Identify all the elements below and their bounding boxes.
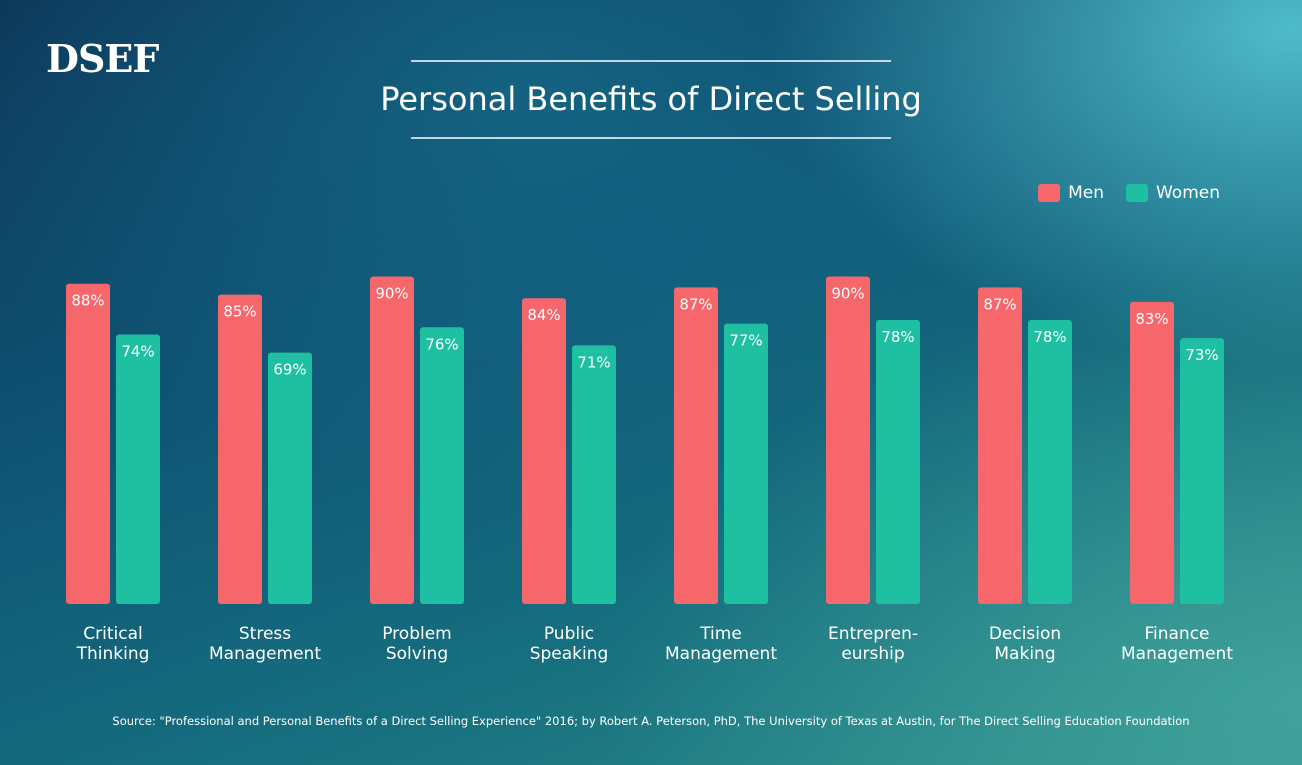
data-label-men: 87% (679, 295, 712, 313)
bar-women (268, 352, 312, 604)
data-label-women: 78% (881, 328, 914, 346)
bar-men (218, 294, 262, 604)
chart-title: Personal Benefits of Direct Selling (380, 80, 922, 118)
category-label: Public Speaking (529, 624, 609, 664)
legend-item-women: Women (1125, 183, 1220, 203)
data-label-women: 78% (1033, 328, 1066, 346)
data-label-women: 76% (425, 335, 458, 353)
source-note: Source: "Professional and Personal Benef… (112, 714, 1190, 728)
category-label: Finance Management (1121, 624, 1233, 664)
legend-label-women: Women (1155, 183, 1220, 203)
legend-item-men: Men (1038, 183, 1104, 203)
bar-women (1028, 320, 1072, 604)
category-label: Problem Solving (382, 624, 452, 664)
legend-swatch-men (1038, 184, 1061, 202)
legend-swatch-women (1125, 184, 1148, 202)
bar-men (370, 276, 414, 604)
title-top-rule (411, 60, 891, 62)
bar-women (116, 334, 160, 604)
category-label: Stress Management (209, 624, 321, 664)
bar-women (572, 345, 616, 604)
data-label-men: 83% (1135, 310, 1168, 328)
bar-men (66, 283, 110, 604)
category-label: Entrepren- eurship (827, 624, 919, 664)
bar-men (978, 287, 1022, 604)
bar-men (674, 287, 718, 604)
data-label-women: 77% (729, 332, 762, 350)
bar-women (876, 320, 920, 604)
data-label-men: 88% (71, 292, 104, 310)
bar-men (1130, 301, 1174, 604)
data-label-men: 87% (983, 295, 1016, 313)
legend-label-men: Men (1068, 183, 1104, 203)
bar-women (420, 327, 464, 604)
bar-men (522, 298, 566, 604)
data-label-men: 90% (831, 284, 864, 302)
data-label-women: 69% (273, 361, 306, 379)
data-label-women: 73% (1185, 346, 1218, 364)
legend: Men Women (1038, 183, 1220, 203)
category-label: Decision Making (988, 624, 1062, 664)
bar-men (826, 276, 870, 604)
data-label-men: 85% (223, 303, 256, 321)
title-bottom-rule (411, 137, 891, 139)
category-label: Time Management (665, 624, 777, 664)
dsef-logo: DSEF (46, 36, 159, 81)
data-label-men: 84% (527, 306, 560, 324)
bar-women (724, 323, 768, 604)
bar-women (1180, 338, 1224, 604)
data-label-women: 74% (121, 343, 154, 361)
data-label-women: 71% (577, 353, 610, 371)
category-label: Critical Thinking (76, 624, 150, 664)
data-label-men: 90% (375, 284, 408, 302)
